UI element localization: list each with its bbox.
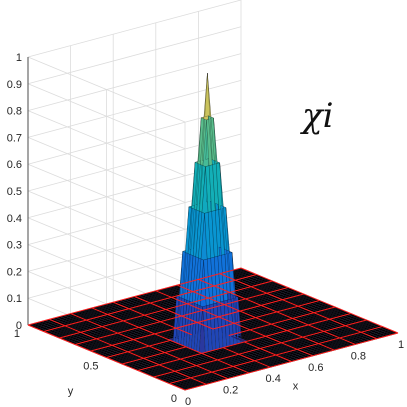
x-tick-label: 1	[398, 339, 404, 351]
gridline-z-back	[27, 53, 242, 111]
z-tick-label: 0.1	[7, 293, 22, 305]
gridline-z-back	[27, 0, 242, 58]
x-tick-label: 0.8	[351, 350, 366, 362]
y-tick-label: 0.5	[83, 361, 98, 373]
z-tick-label: 0.6	[7, 159, 22, 171]
y-axis-label: y	[68, 386, 74, 398]
z-tick-label: 0.2	[7, 266, 22, 278]
x-tick-label: 0.6	[308, 362, 323, 374]
x-axis-label: x	[293, 381, 299, 393]
y-tick-label: 1	[14, 328, 20, 340]
x-tick-label: 0.4	[266, 373, 281, 385]
z-tick-label: 0.5	[7, 186, 22, 198]
z-tick-label: 0.4	[7, 213, 22, 225]
z-tick-label: 0.7	[7, 132, 22, 144]
surface-mesh	[27, 73, 399, 391]
z-tick-label: 0.3	[7, 240, 22, 252]
x-tick-label: 0.2	[223, 385, 238, 397]
z-tick-label: 0.8	[7, 106, 22, 118]
gridline-z-back	[27, 26, 242, 85]
gridline-z-back	[27, 80, 242, 138]
z-tick-label: 0.9	[7, 79, 22, 91]
chi-annotation: χi	[300, 96, 333, 136]
x-tick-label: 0	[185, 396, 191, 407]
z-tick-label: 1	[16, 52, 22, 64]
y-tick-label: 0	[171, 393, 177, 405]
